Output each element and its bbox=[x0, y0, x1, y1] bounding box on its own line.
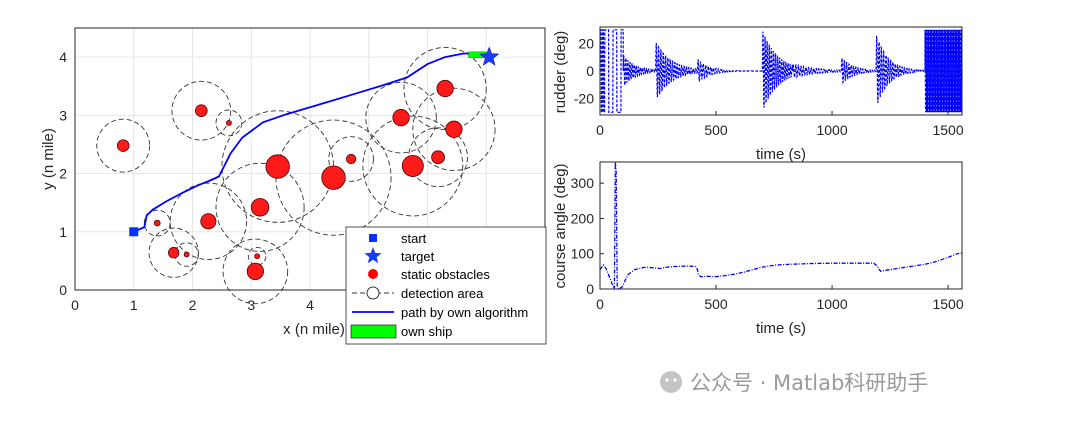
static-obstacle bbox=[195, 104, 208, 117]
rudder-y-tick-label: 20 bbox=[578, 36, 594, 52]
detection-area-circle bbox=[148, 227, 199, 278]
map-y-tick-label: 0 bbox=[59, 282, 67, 298]
map-x-tick-label: 1 bbox=[130, 297, 138, 313]
rudder-x-label: time (s) bbox=[756, 146, 806, 163]
legend-target-label: target bbox=[401, 249, 435, 264]
map-y-label: y (n mile) bbox=[40, 128, 57, 190]
target-star-marker bbox=[479, 46, 500, 66]
legend-obstacle-label: static obstacles bbox=[401, 267, 490, 282]
map-y-tick-label: 3 bbox=[59, 107, 67, 123]
course-x-tick-label: 500 bbox=[704, 296, 728, 312]
static-obstacles bbox=[116, 79, 463, 280]
static-obstacle bbox=[436, 79, 454, 98]
map-y-tick-label: 1 bbox=[59, 224, 67, 240]
map-x-tick-label: 3 bbox=[247, 297, 255, 313]
map-x-tick-label: 4 bbox=[306, 297, 314, 313]
watermark: 公众号 · Matlab科研助手 bbox=[660, 371, 928, 395]
detection-area-circle bbox=[171, 80, 232, 141]
course-y-tick-label: 0 bbox=[586, 281, 594, 297]
course-y-tick-label: 100 bbox=[571, 246, 595, 262]
static-obstacle bbox=[346, 153, 357, 165]
start-marker bbox=[129, 227, 139, 237]
legend-box bbox=[345, 226, 547, 345]
map-x-tick-label: 0 bbox=[71, 297, 79, 313]
detection-area-circle bbox=[403, 46, 487, 131]
detection-area-circle bbox=[412, 87, 496, 171]
static-obstacle bbox=[321, 165, 346, 190]
course-x-tick-labels: 0 500 1000 1500 bbox=[596, 285, 964, 312]
legend-path-label: path by own algorithm bbox=[401, 305, 528, 320]
static-obstacle bbox=[183, 251, 190, 258]
wechat-icon bbox=[660, 371, 682, 393]
map-axes-box bbox=[74, 27, 546, 291]
detection-area-circle bbox=[215, 109, 243, 137]
course-x-label: time (s) bbox=[756, 320, 806, 337]
static-obstacle bbox=[246, 262, 264, 280]
static-obstacle bbox=[250, 198, 270, 217]
map-x-label: x (n mile) bbox=[283, 321, 345, 338]
course-y-label: course angle (deg) bbox=[552, 163, 569, 288]
detection-area-circle bbox=[247, 246, 267, 266]
wechat-icon-eye-left bbox=[665, 378, 669, 382]
legend-obstacle-icon bbox=[368, 269, 378, 279]
course-x-tick-label: 1000 bbox=[816, 296, 847, 312]
static-obstacle bbox=[226, 120, 232, 126]
rudder-series-line bbox=[599, 29, 963, 113]
map-y-tick-label: 2 bbox=[59, 166, 67, 182]
watermark-text: 公众号 · Matlab科研助手 bbox=[690, 371, 928, 395]
course-series-line bbox=[599, 161, 963, 290]
legend-ship-icon bbox=[350, 324, 397, 339]
static-obstacle bbox=[153, 219, 161, 227]
rudder-x-tick-label: 0 bbox=[596, 122, 604, 138]
static-obstacle bbox=[445, 120, 463, 138]
course-plot-area bbox=[600, 162, 962, 289]
map-y-tick-labels: 0 1 2 3 4 bbox=[59, 49, 67, 298]
rudder-y-tick-label: 0 bbox=[586, 63, 594, 79]
static-obstacle bbox=[431, 150, 445, 165]
map-x-tick-labels: 012345 bbox=[71, 297, 373, 313]
course-y-tick-label: 200 bbox=[571, 210, 595, 226]
static-obstacle bbox=[116, 139, 130, 152]
rudder-y-label: rudder (deg) bbox=[552, 31, 569, 114]
detection-area-circle bbox=[328, 136, 374, 182]
detection-area-circle bbox=[362, 115, 464, 217]
static-obstacle bbox=[392, 109, 410, 127]
rudder-y-tick-labels: -20 0 20 bbox=[574, 36, 604, 107]
static-obstacle bbox=[254, 253, 261, 260]
course-axes: 0 500 1000 1500 0 100 200 300 time (s) course … bbox=[552, 161, 964, 337]
detection-area-circle bbox=[215, 162, 305, 252]
map-x-tick-label: 2 bbox=[189, 297, 197, 313]
detection-area-circle bbox=[96, 118, 151, 173]
course-y-tick-labels: 0 100 200 300 bbox=[571, 175, 604, 297]
detection-area-circle bbox=[222, 238, 289, 305]
course-x-tick-label: 0 bbox=[596, 296, 604, 312]
legend-ship-label: own ship bbox=[401, 324, 452, 339]
rudder-y-tick-label: -20 bbox=[574, 91, 594, 107]
map-y-tick-label: 4 bbox=[59, 49, 67, 65]
legend-detection-label: detection area bbox=[401, 286, 484, 301]
rudder-x-tick-label: 1000 bbox=[816, 122, 847, 138]
course-axes-box bbox=[599, 161, 963, 290]
rudder-x-tick-label: 500 bbox=[704, 122, 728, 138]
static-obstacle bbox=[200, 213, 217, 230]
static-obstacle bbox=[401, 155, 424, 177]
static-obstacle bbox=[168, 247, 180, 259]
legend-start-label: start bbox=[401, 231, 427, 246]
legend: start target static obstacles detection … bbox=[345, 226, 547, 345]
static-obstacle bbox=[265, 154, 290, 179]
wechat-icon-eye-right bbox=[673, 378, 677, 382]
course-x-tick-label: 1500 bbox=[932, 296, 963, 312]
legend-detection-icon bbox=[366, 286, 380, 300]
own-path-line bbox=[133, 52, 490, 233]
rudder-x-tick-label: 1500 bbox=[932, 122, 963, 138]
rudder-x-tick-labels: 0 500 1000 1500 bbox=[596, 111, 964, 138]
legend-target-icon bbox=[364, 247, 382, 264]
course-y-tick-label: 300 bbox=[571, 175, 595, 191]
detection-area-circle bbox=[169, 182, 248, 260]
legend-start-icon bbox=[369, 234, 377, 242]
